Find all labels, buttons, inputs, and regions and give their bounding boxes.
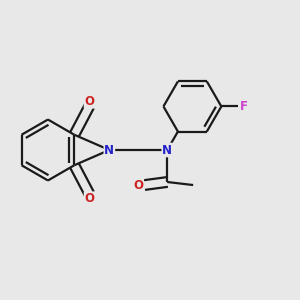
Text: O: O <box>85 192 94 205</box>
Text: O: O <box>85 95 94 108</box>
Text: F: F <box>240 100 248 113</box>
Text: O: O <box>133 178 143 191</box>
Text: N: N <box>104 143 114 157</box>
Text: N: N <box>162 143 172 157</box>
